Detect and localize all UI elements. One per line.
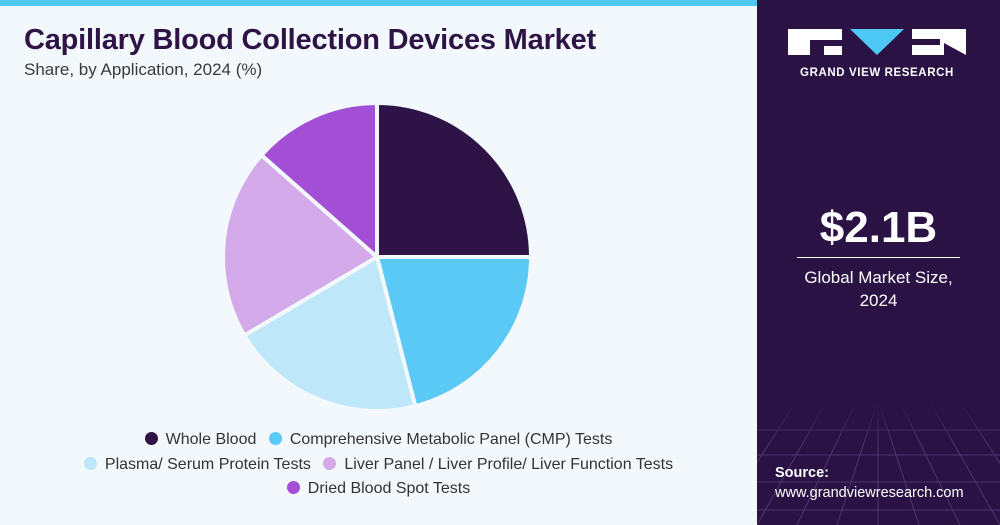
legend-swatch <box>286 481 300 494</box>
divider <box>797 257 960 258</box>
source-label: Source: <box>775 465 829 481</box>
market-size-label-line: Global Market Size, <box>804 268 953 287</box>
logo-mark-icon <box>788 29 966 55</box>
source-link[interactable]: www.grandviewresearch.com <box>775 485 964 501</box>
legend-item-liver-panel: Liver Panel / Liver Profile/ Liver Funct… <box>323 453 673 478</box>
pie-slice-liver-panel <box>221 153 379 338</box>
grand-view-research-logo: GRAND VIEW RESEARCH <box>784 27 970 87</box>
legend-item-plasma-serum: Plasma/ Serum Protein Tests <box>83 453 311 478</box>
pie-chart <box>221 101 533 413</box>
source-block: Source: www.grandviewresearch.com <box>775 463 964 503</box>
legend-swatch <box>323 456 337 470</box>
legend-swatch <box>83 456 97 470</box>
pie-slice-cmp-tests <box>375 255 533 409</box>
market-size-label: Global Market Size, 2024 <box>757 266 1000 312</box>
chart-subtitle: Share, by Application, 2024 (%) <box>24 60 263 79</box>
legend-swatch <box>268 432 282 445</box>
legend-label: Plasma/ Serum Protein Tests <box>104 455 311 473</box>
legend-row: Plasma/ Serum Protein Tests Liver Panel … <box>0 453 757 478</box>
brand-name: GRAND VIEW RESEARCH <box>800 67 954 79</box>
legend-label: Comprehensive Metabolic Panel (CMP) Test… <box>289 431 613 448</box>
market-size-year: 2024 <box>859 291 898 310</box>
legend-row: Dried Blood Spot Tests <box>0 477 757 502</box>
market-size-value: $2.1B <box>819 203 938 252</box>
legend-label: Liver Panel / Liver Profile/ Liver Funct… <box>344 455 674 473</box>
chart-panel: Capillary Blood Collection Devices Marke… <box>0 0 757 525</box>
pie-slice-dried-blood-spot <box>259 101 379 259</box>
legend-label: Dried Blood Spot Tests <box>307 480 471 497</box>
pie-slice-plasma-serum <box>242 255 418 413</box>
legend-item-dried-blood-spot: Dried Blood Spot Tests <box>286 477 471 502</box>
legend: Whole Blood Comprehensive Metabolic Pane… <box>0 428 757 502</box>
chart-title: Capillary Blood Collection Devices Marke… <box>24 24 596 56</box>
legend-row: Whole Blood Comprehensive Metabolic Pane… <box>0 428 757 453</box>
legend-item-whole-blood: Whole Blood <box>144 428 257 453</box>
legend-item-cmp-tests: Comprehensive Metabolic Panel (CMP) Test… <box>268 428 613 453</box>
decorative-grid <box>757 400 1000 525</box>
summary-sidebar: GRAND VIEW RESEARCH $2.1B Global Market … <box>757 0 1000 525</box>
legend-label: Whole Blood <box>165 431 257 448</box>
legend-swatch <box>144 432 158 445</box>
accent-bar <box>0 0 757 6</box>
pie-slice-whole-blood <box>375 101 533 259</box>
